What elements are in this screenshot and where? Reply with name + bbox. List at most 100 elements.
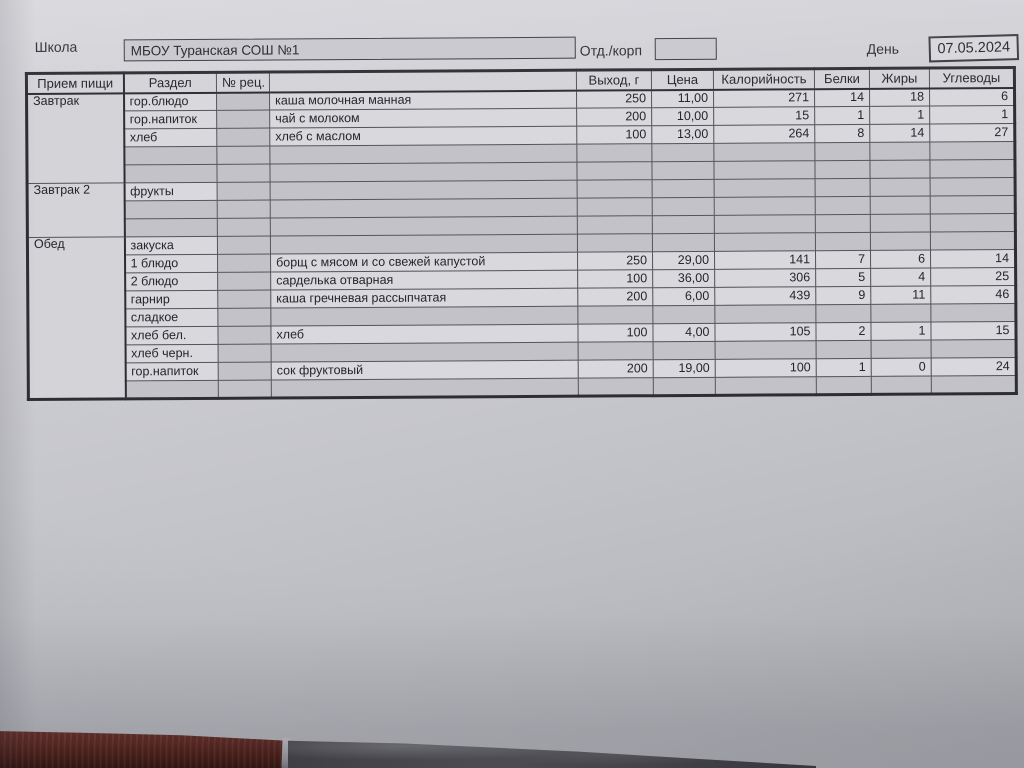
fat-cell: 4 xyxy=(870,268,931,287)
carbs-cell: 15 xyxy=(930,321,1017,341)
price-cell: 4,00 xyxy=(652,323,716,342)
dish-cell: каша молочная манная xyxy=(269,90,577,111)
rec-cell xyxy=(218,344,272,363)
meal-cell: Обед xyxy=(27,236,126,400)
column-header: Белки xyxy=(814,68,870,89)
dept-label: Отд./корп xyxy=(579,42,643,59)
column-header: Раздел xyxy=(123,72,217,93)
out-cell xyxy=(576,161,653,181)
out-cell xyxy=(577,179,653,199)
fat-cell xyxy=(869,142,930,161)
protein-cell: 9 xyxy=(815,286,871,305)
kcal-cell: 141 xyxy=(714,250,816,270)
price-cell: 36,00 xyxy=(652,269,715,288)
price-cell: 29,00 xyxy=(652,251,715,270)
dish-cell xyxy=(269,162,578,183)
kcal-cell xyxy=(715,340,817,360)
price-cell xyxy=(651,161,715,180)
fat-cell xyxy=(870,304,931,323)
dish-cell: сарделька отварная xyxy=(270,270,578,291)
protein-cell xyxy=(815,178,871,197)
printed-content: Школа МБОУ Туранская СОШ №1 Отд./корп Де… xyxy=(24,34,1020,402)
fat-cell xyxy=(870,232,931,251)
rec-cell xyxy=(217,236,271,255)
carbs-cell xyxy=(929,141,1015,161)
out-cell xyxy=(577,305,653,325)
out-cell: 250 xyxy=(577,251,653,271)
out-cell xyxy=(576,143,652,163)
rec-cell xyxy=(216,128,270,147)
out-cell xyxy=(577,233,653,253)
carbs-cell xyxy=(930,213,1016,233)
price-cell: 6,00 xyxy=(652,287,715,306)
protein-cell xyxy=(815,196,871,215)
razdel-cell: 2 блюдо xyxy=(124,272,218,291)
dish-cell xyxy=(269,144,577,165)
rec-cell xyxy=(217,308,271,327)
razdel-cell: гор.напиток xyxy=(123,110,217,129)
protein-cell xyxy=(814,160,871,179)
fat-cell: 11 xyxy=(870,286,931,305)
day-label: День xyxy=(866,40,900,57)
razdel-cell: хлеб бел. xyxy=(124,326,219,345)
dish-cell xyxy=(271,342,579,363)
razdel-cell xyxy=(123,146,217,165)
column-header: Цена xyxy=(651,69,714,90)
price-cell xyxy=(653,377,716,396)
table-body: Завтрак гор.блюдо каша молочная манная 250 1… xyxy=(26,87,1017,400)
rec-cell xyxy=(216,146,270,165)
rec-cell xyxy=(216,110,270,129)
kcal-cell: 264 xyxy=(713,124,815,144)
kcal-cell: 105 xyxy=(714,322,817,342)
fat-cell xyxy=(870,178,931,197)
school-label: Школа xyxy=(34,38,78,55)
razdel-cell: гор.напиток xyxy=(125,362,219,381)
column-header: № рец. xyxy=(216,72,270,93)
fat-cell: 1 xyxy=(869,106,930,125)
out-cell: 200 xyxy=(577,287,653,307)
protein-cell: 2 xyxy=(815,322,872,341)
date-box: 07.05.2024 xyxy=(928,34,1020,63)
column-header: Прием пищи xyxy=(26,72,124,94)
razdel-cell: гарнир xyxy=(124,290,218,309)
rec-cell xyxy=(218,362,272,381)
kcal-cell: 306 xyxy=(714,268,816,288)
dish-cell xyxy=(270,306,578,327)
carbs-cell: 24 xyxy=(931,357,1017,376)
kcal-cell xyxy=(714,178,816,198)
protein-cell xyxy=(814,142,870,161)
price-cell: 19,00 xyxy=(653,359,716,378)
fat-cell: 6 xyxy=(870,250,931,269)
column-header: Выход, г xyxy=(576,69,652,91)
dish-cell: сок фруктовый xyxy=(271,360,579,381)
carbs-cell: 1 xyxy=(929,105,1015,125)
carbs-cell xyxy=(930,195,1016,215)
fat-cell: 14 xyxy=(869,124,930,143)
carbs-cell: 25 xyxy=(930,267,1016,287)
carbs-cell xyxy=(930,231,1016,251)
protein-cell xyxy=(815,232,871,251)
fat-cell xyxy=(869,160,931,179)
out-cell: 200 xyxy=(578,359,654,379)
kcal-cell xyxy=(714,196,816,216)
fat-cell xyxy=(871,375,932,395)
protein-cell: 5 xyxy=(815,268,871,287)
carbs-cell xyxy=(929,159,1016,179)
meal-cell: Завтрак xyxy=(26,92,125,184)
column-header: Углеводы xyxy=(929,67,1015,89)
fat-cell: 1 xyxy=(870,322,932,341)
column-header: Жиры xyxy=(869,68,930,89)
dept-value-box xyxy=(654,37,717,61)
fat-cell xyxy=(870,196,931,215)
kcal-cell: 15 xyxy=(713,106,815,126)
out-cell: 100 xyxy=(577,323,654,343)
kcal-cell xyxy=(713,160,816,180)
protein-cell: 1 xyxy=(816,358,872,377)
kcal-cell xyxy=(714,232,816,252)
out-cell: 100 xyxy=(577,269,653,289)
razdel-cell: гор.блюдо xyxy=(123,92,217,111)
out-cell: 250 xyxy=(576,89,652,109)
dish-cell xyxy=(270,198,578,219)
carbs-cell: 14 xyxy=(930,249,1016,269)
razdel-cell: хлеб черн. xyxy=(125,344,219,363)
